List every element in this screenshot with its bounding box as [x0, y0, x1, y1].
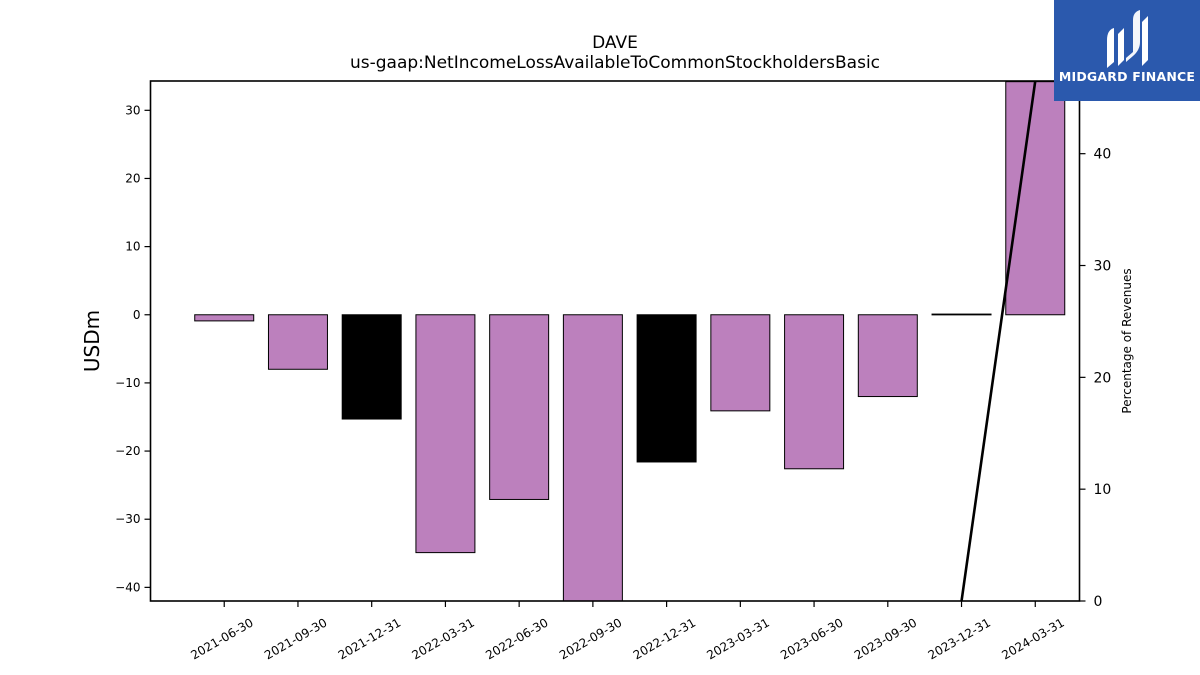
x-tick-label: 2023-03-31 — [704, 615, 771, 662]
y-axis: −40 −30 −20 −10 0 10 20 30 — [115, 103, 151, 594]
y2-tick-label: 10 — [1094, 482, 1112, 498]
bar-2021-12-31 — [341, 314, 402, 420]
bar-2024-03-31 — [1005, 81, 1066, 316]
x-tick-label: 2022-06-30 — [483, 615, 550, 662]
chart-subtitle: us-gaap:NetIncomeLossAvailableToCommonSt… — [350, 53, 880, 73]
x-axis: 2021-06-30 2021-09-30 2021-12-31 2022-03-31… — [188, 601, 1067, 662]
y2-tick-label: 0 — [1094, 594, 1103, 610]
plot-frame — [149, 80, 1081, 602]
y-tick-label: 20 — [125, 171, 140, 185]
bar-2021-09-30 — [267, 314, 328, 370]
bar-2022-03-31 — [415, 314, 476, 554]
y2-tick-label: 30 — [1094, 259, 1112, 275]
midgard-finance-logo: MIDGARD FINANCE — [1054, 0, 1200, 101]
y2-axis: 0 10 20 30 40 — [1079, 147, 1112, 610]
y-tick-label: −40 — [115, 580, 140, 594]
x-tick-label: 2024-03-31 — [999, 615, 1066, 662]
bar-2022-09-30 — [562, 314, 623, 602]
y-tick-label: 10 — [125, 240, 140, 254]
x-tick-label: 2021-12-31 — [336, 615, 403, 662]
line-percentage-of-revenues — [960, 81, 1037, 601]
logo-mark-icon — [1107, 10, 1148, 68]
bar-2021-06-30 — [194, 314, 255, 322]
chart-title: DAVE — [592, 33, 638, 53]
y-axis-label: USDm — [80, 310, 104, 372]
x-tick-label: 2023-06-30 — [778, 615, 845, 662]
bar-2022-12-31 — [636, 314, 697, 463]
x-tick-label: 2022-03-31 — [410, 615, 477, 662]
y2-tick-label: 40 — [1094, 147, 1112, 163]
bar-2023-03-31 — [710, 314, 771, 412]
y-tick-label: −30 — [115, 512, 140, 526]
bars-group — [194, 81, 1066, 602]
bar-2022-06-30 — [489, 314, 550, 500]
x-tick-label: 2023-09-30 — [852, 615, 919, 662]
bar-2023-09-30 — [857, 314, 918, 398]
x-tick-label: 2021-09-30 — [262, 615, 329, 662]
logo-text: MIDGARD FINANCE — [1058, 69, 1196, 84]
bar-2023-12-31 — [931, 313, 992, 316]
y2-tick-label: 20 — [1094, 370, 1112, 386]
x-tick-label: 2022-12-31 — [631, 615, 698, 662]
y-tick-label: 30 — [125, 103, 140, 117]
x-tick-label: 2022-09-30 — [557, 615, 624, 662]
x-tick-label: 2021-06-30 — [188, 615, 255, 662]
y-tick-label: 0 — [133, 308, 141, 322]
line-group — [960, 81, 1037, 601]
y-tick-label: −10 — [115, 376, 140, 390]
bar-2023-06-30 — [784, 314, 845, 470]
y2-axis-label: Percentage of Revenues — [1120, 268, 1134, 413]
y-tick-label: −20 — [115, 444, 140, 458]
x-tick-label: 2023-12-31 — [926, 615, 993, 662]
